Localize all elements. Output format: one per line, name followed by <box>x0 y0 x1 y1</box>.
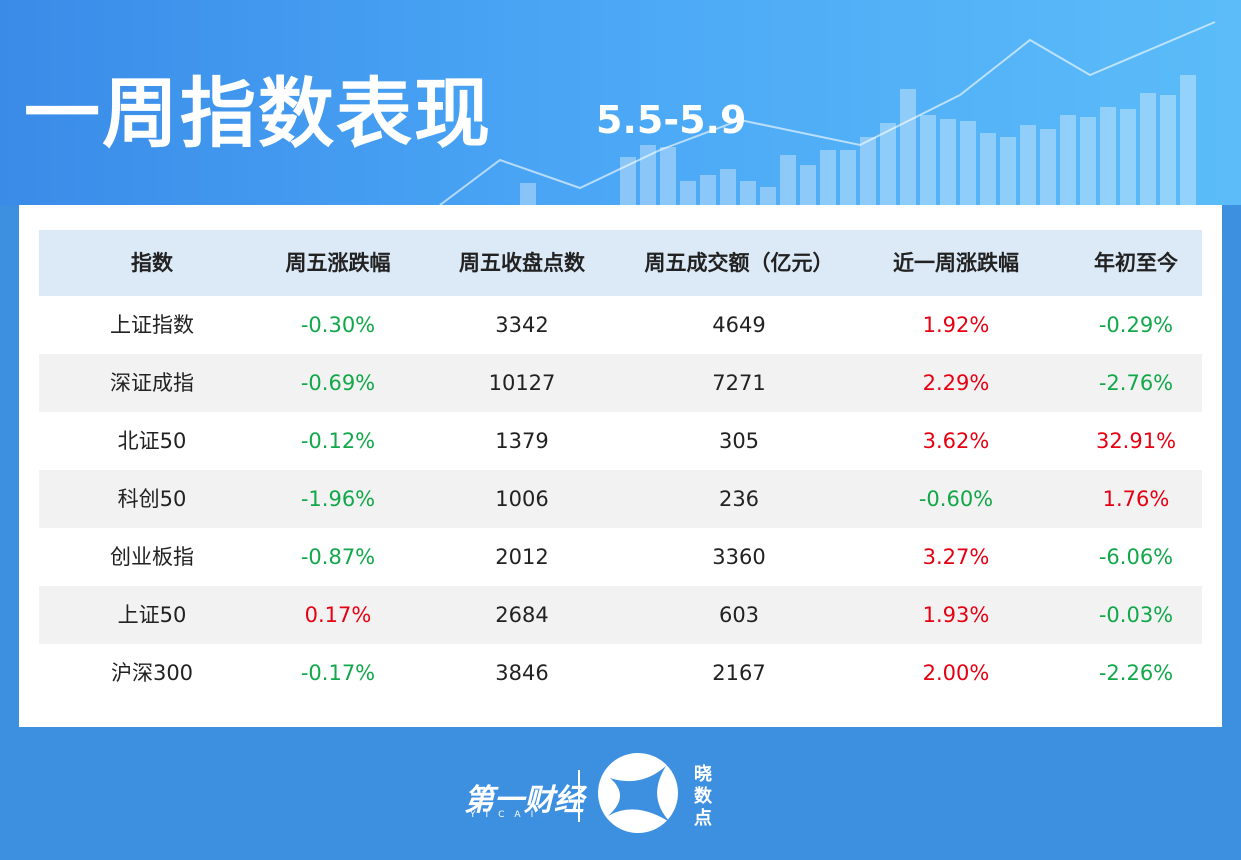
decor-bar <box>860 137 876 205</box>
table-cell: -1.96% <box>300 487 376 511</box>
table-row: 上证50 0.17% 2684 603 1.93% -0.03% <box>39 586 1202 644</box>
header-row: 指数 周五涨跌幅 周五收盘点数 周五成交额（亿元） 近一周涨跌幅 年初至今 <box>39 230 1202 296</box>
table-row: 创业板指 -0.87% 2012 3360 3.27% -6.06% <box>39 528 1202 586</box>
decor-bar <box>880 123 896 205</box>
decor-bar <box>520 183 536 205</box>
decor-bar <box>760 187 776 205</box>
table-cell: 3.62% <box>922 429 990 453</box>
decor-bar <box>680 181 696 205</box>
table-cell: 3846 <box>495 661 549 685</box>
table-cell: 北证50 <box>117 429 187 453</box>
decor-bar <box>1160 95 1176 205</box>
decor-bar <box>780 155 796 205</box>
decor-bar <box>800 165 816 205</box>
table-cell: 2167 <box>712 661 766 685</box>
table-cell: 603 <box>718 603 760 627</box>
decor-bar <box>1140 93 1156 205</box>
decor-bar <box>620 157 636 205</box>
table-cell: 4649 <box>712 313 766 337</box>
decor-bar <box>740 181 756 205</box>
table-cell: 1.92% <box>922 313 990 337</box>
decor-bar <box>1020 125 1036 205</box>
banner: 一周指数表现 5.5-5.9 <box>0 0 1241 205</box>
table-row: 上证指数 -0.30% 3342 4649 1.92% -0.29% <box>39 296 1202 354</box>
decor-bar <box>1040 129 1056 205</box>
decor-bar <box>1100 107 1116 205</box>
decor-bar <box>640 145 656 205</box>
decor-bar <box>940 119 956 205</box>
column-header: 周五成交额（亿元） <box>644 251 834 275</box>
table-cell: 上证指数 <box>110 313 194 337</box>
table-cell: 32.91% <box>1095 429 1177 453</box>
table-cell: 科创50 <box>117 487 187 511</box>
table-panel: 指数 周五涨跌幅 周五收盘点数 周五成交额（亿元） 近一周涨跌幅 年初至今上证指数 -0.3… <box>19 205 1222 727</box>
table-cell: 上证50 <box>117 603 187 627</box>
date-range: 5.5-5.9 <box>596 98 747 142</box>
decor-bar <box>720 169 736 205</box>
decor-line <box>439 21 1216 205</box>
table-cell: 深证成指 <box>110 371 194 395</box>
column-header: 指数 <box>131 251 173 275</box>
table-cell: -6.06% <box>1098 545 1174 569</box>
table-cell: -0.29% <box>1098 313 1174 337</box>
table-cell: 2.00% <box>922 661 990 685</box>
table-cell: 3360 <box>712 545 766 569</box>
table-cell: 1006 <box>495 487 549 511</box>
table-cell: -0.12% <box>300 429 376 453</box>
table-cell: 3.27% <box>922 545 990 569</box>
table-cell: 305 <box>718 429 760 453</box>
column-header: 周五涨跌幅 <box>285 251 391 275</box>
table-cell: 10127 <box>488 371 556 395</box>
table-cell: -0.17% <box>300 661 376 685</box>
table-cell: -0.87% <box>300 545 376 569</box>
table-cell: 7271 <box>712 371 766 395</box>
table-cell: 236 <box>718 487 760 511</box>
decor-bar <box>900 89 916 205</box>
table-cell: -0.30% <box>300 313 376 337</box>
decor-bar <box>820 150 836 205</box>
decor-bar <box>980 133 996 205</box>
logo <box>598 753 678 833</box>
decor-bar <box>700 175 716 205</box>
table-cell: -0.60% <box>918 487 994 511</box>
decor-bar <box>840 150 856 205</box>
decor-bar <box>920 115 936 205</box>
brand-en: YICAI <box>470 810 544 820</box>
table-row: 沪深300 -0.17% 3846 2167 2.00% -2.26% <box>39 644 1202 702</box>
table-cell: 0.17% <box>304 603 372 627</box>
brand: 第一财经 <box>464 783 584 818</box>
table-cell: 1.76% <box>1102 487 1170 511</box>
table-cell: -2.76% <box>1098 371 1174 395</box>
footer: 第一财经 YICAI 晓数点 <box>0 740 1241 860</box>
title: 一周指数表现 <box>24 69 492 158</box>
column-header: 周五收盘点数 <box>459 251 585 275</box>
table-cell: -0.03% <box>1098 603 1174 627</box>
table-cell: 沪深300 <box>110 661 194 685</box>
table-cell: -0.69% <box>300 371 376 395</box>
decor-bar <box>1120 109 1136 205</box>
divider <box>578 770 580 822</box>
table-row: 北证50 -0.12% 1379 305 3.62% 32.91% <box>39 412 1202 470</box>
table-cell: 2.29% <box>922 371 990 395</box>
product: 晓数点 <box>694 764 712 829</box>
decor-bar <box>960 121 976 205</box>
table-cell: 1379 <box>495 429 549 453</box>
table-row: 深证成指 -0.69% 10127 7271 2.29% -2.76% <box>39 354 1202 412</box>
column-header: 年初至今 <box>1094 251 1178 275</box>
table-cell: 2012 <box>495 545 549 569</box>
table-cell: 创业板指 <box>110 545 194 569</box>
table-cell: 1.93% <box>922 603 990 627</box>
decor-bar <box>1060 115 1076 205</box>
table-cell: -2.26% <box>1098 661 1174 685</box>
table-row: 科创50 -1.96% 1006 236 -0.60% 1.76% <box>39 470 1202 528</box>
decor-bar <box>1000 137 1016 205</box>
decor-bar <box>1080 117 1096 205</box>
table-cell: 3342 <box>495 313 549 337</box>
banner-decoration <box>439 21 1216 205</box>
decor-bar <box>660 147 676 205</box>
decor-bar <box>1180 75 1196 205</box>
table-cell: 2684 <box>495 603 549 627</box>
column-header: 近一周涨跌幅 <box>893 251 1019 275</box>
